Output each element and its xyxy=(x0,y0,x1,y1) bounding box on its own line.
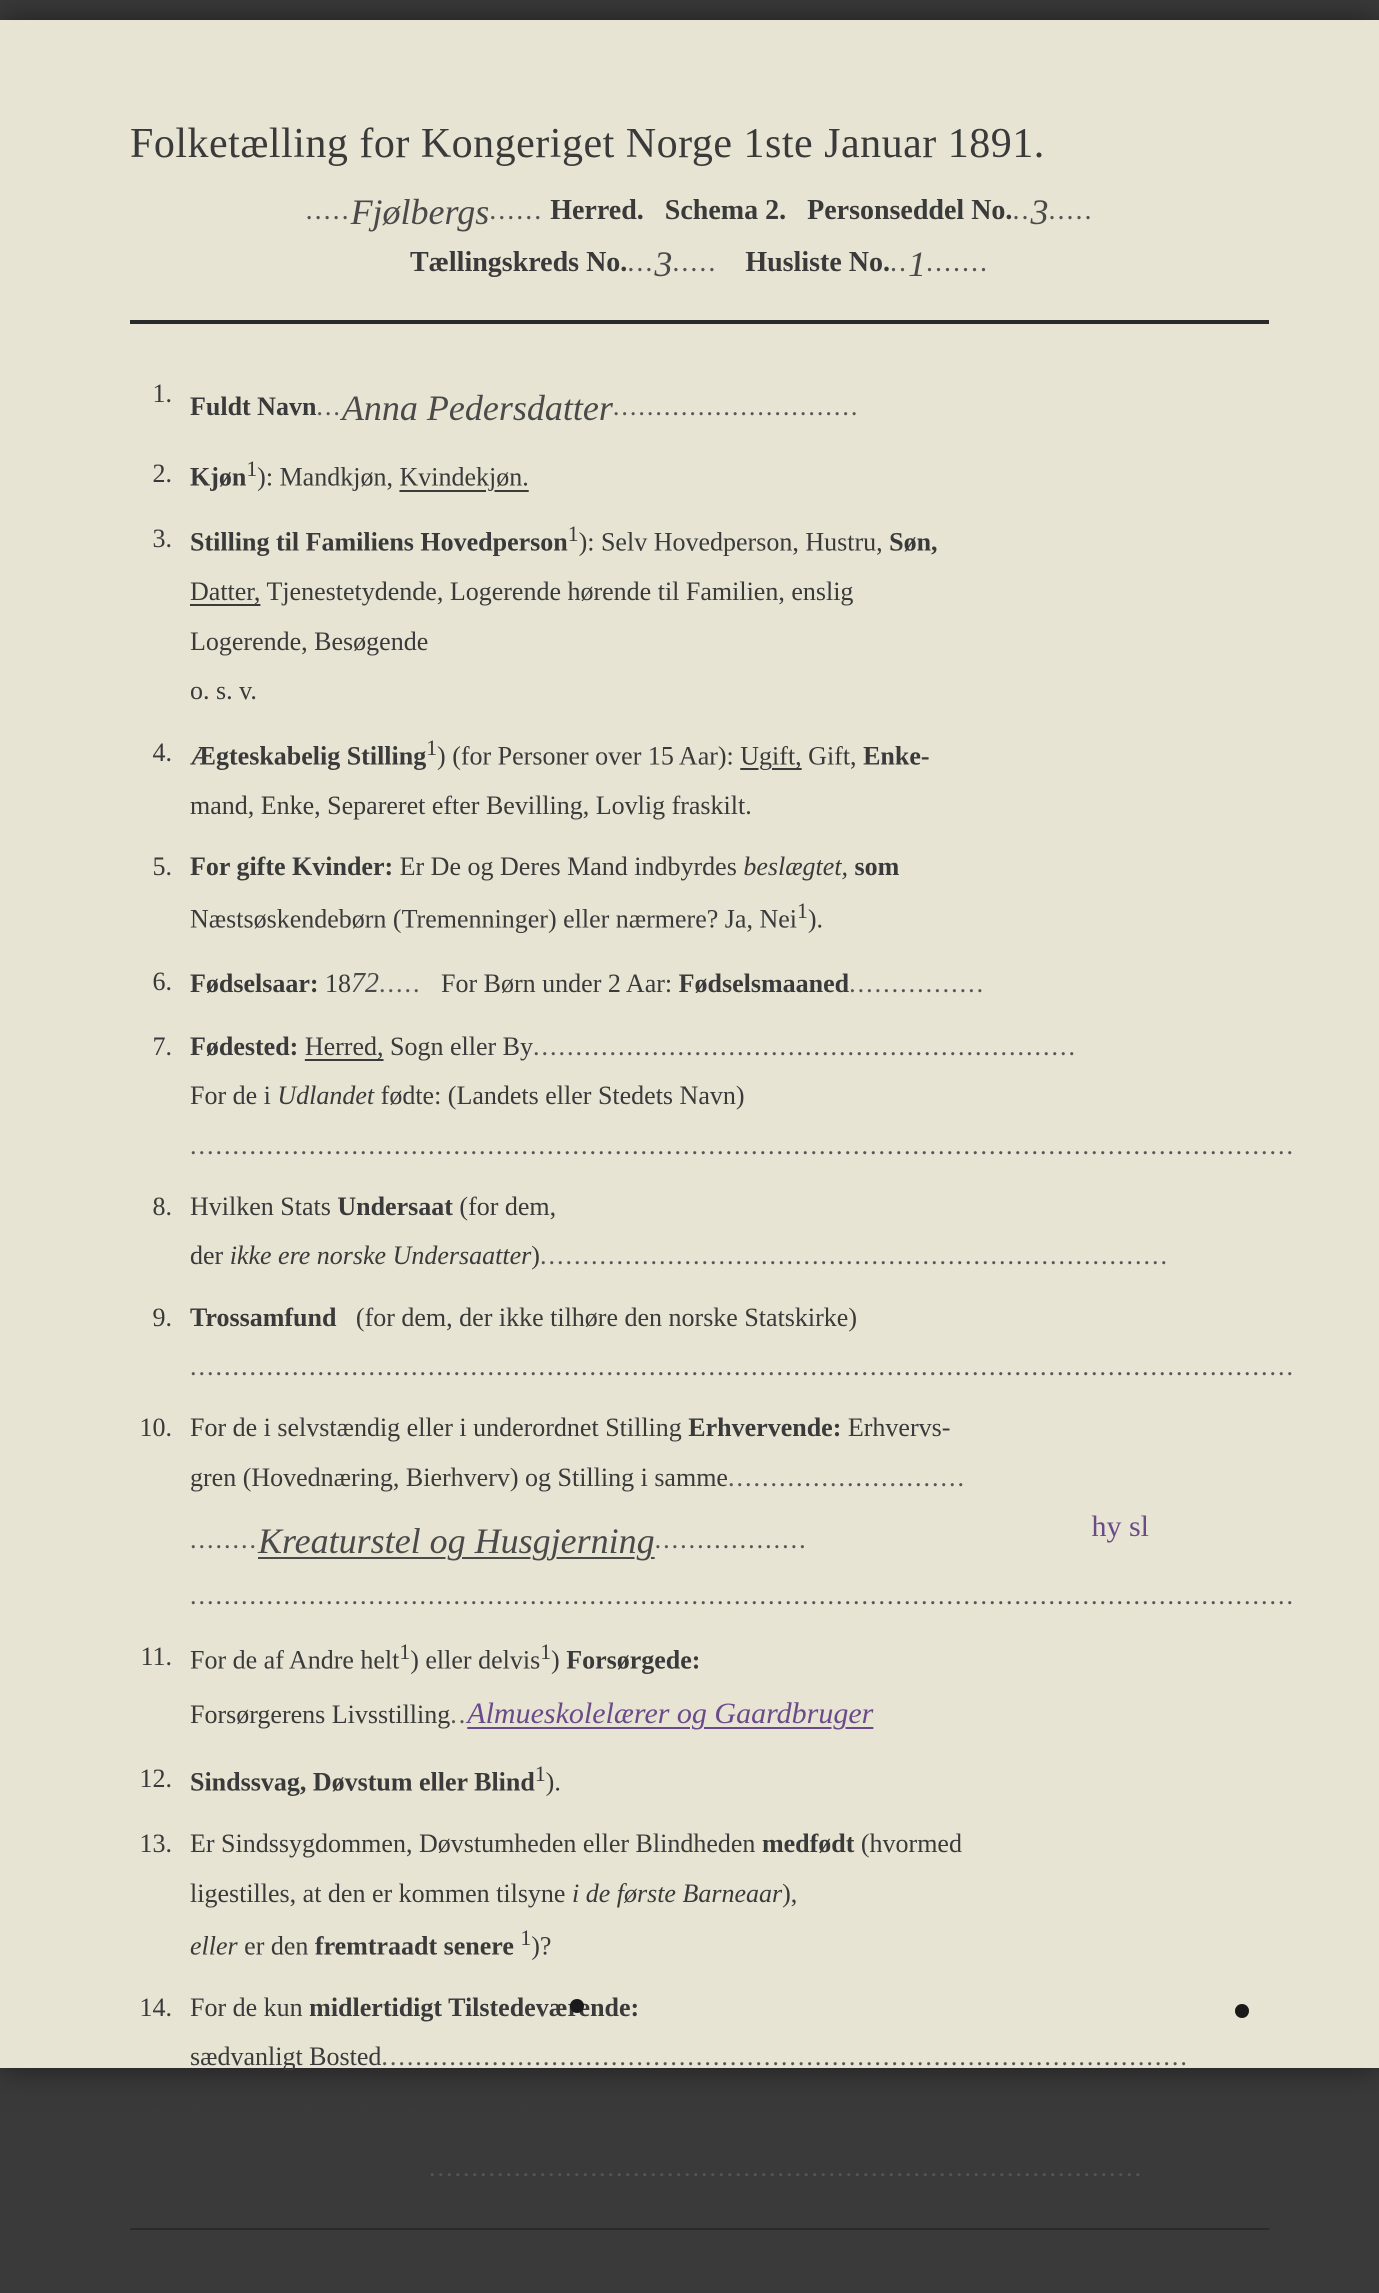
item-11: 11. For de af Andre helt1) eller delvis1… xyxy=(130,1632,1269,1742)
husliste-no: 1 xyxy=(908,244,926,284)
ink-spot xyxy=(1235,2004,1249,2018)
marital-selected: Ugift, xyxy=(740,741,801,770)
personseddel-no: 3 xyxy=(1030,192,1048,232)
item-1: 1. Fuldt Navn...Anna Pedersdatter.......… xyxy=(130,369,1269,437)
census-form-page: Folketælling for Kongeriget Norge 1ste J… xyxy=(0,20,1379,2068)
item-15: 15. For de midlertidigt Fraværende: anta… xyxy=(130,2094,1269,2193)
main-title: Folketælling for Kongeriget Norge 1ste J… xyxy=(130,120,1269,168)
kreds-no: 3 xyxy=(654,244,672,284)
item-9: 9. Trossamfund (for dem, der ikke tilhør… xyxy=(130,1293,1269,1392)
divider-bottom xyxy=(130,2228,1269,2230)
occupation-value: Kreaturstel og Husgjerning xyxy=(258,1521,655,1561)
item-14: 14. For de kun midlertidigt Tilstedevære… xyxy=(130,1983,1269,2082)
gender-selected: Kvindekjøn. xyxy=(399,463,528,492)
relation-selected: Datter, xyxy=(190,577,260,606)
item-2: 2. Kjøn1): Mandkjøn, Kvindekjøn. xyxy=(130,449,1269,502)
item-5: 5. For gifte Kvinder: Er De og Deres Man… xyxy=(130,842,1269,944)
item-12: 12. Sindssvag, Døvstum eller Blind1). xyxy=(130,1754,1269,1807)
birthplace-selected: Herred, xyxy=(305,1032,384,1061)
footnote: 1) De for hvert Tilfælde passende Ord un… xyxy=(130,2260,1269,2293)
birth-year: 72 xyxy=(351,968,379,999)
item-7: 7. Fødested: Herred, Sogn eller By......… xyxy=(130,1022,1269,1170)
item-3: 3. Stilling til Familiens Hovedperson1):… xyxy=(130,514,1269,715)
item-4: 4. Ægteskabelig Stilling1) (for Personer… xyxy=(130,728,1269,830)
ink-spot xyxy=(570,1999,584,2013)
form-body: 1. Fuldt Navn...Anna Pedersdatter.......… xyxy=(130,369,1269,2193)
divider-top xyxy=(130,320,1269,324)
full-name-value: Anna Pedersdatter xyxy=(342,388,613,428)
subheader-line1: .....Fjølbergs...... Herred. Schema 2. P… xyxy=(130,186,1269,228)
subheader-line2: Tællingskreds No....3..... Husliste No..… xyxy=(130,238,1269,280)
item-10: 10. For de i selvstændig eller i underor… xyxy=(130,1403,1269,1620)
item-13: 13. Er Sindssygdommen, Døvstumheden elle… xyxy=(130,1819,1269,1971)
provider-occupation: Almueskolelærer og Gaardbruger xyxy=(467,1697,873,1730)
item-6: 6. Fødselsaar: 1872..... For Børn under … xyxy=(130,957,1269,1010)
margin-annotation: hy sl xyxy=(1091,1498,1149,1555)
herred-value: Fjølbergs xyxy=(351,192,490,232)
item-8: 8. Hvilken Stats Undersaat (for dem, der… xyxy=(130,1182,1269,1281)
